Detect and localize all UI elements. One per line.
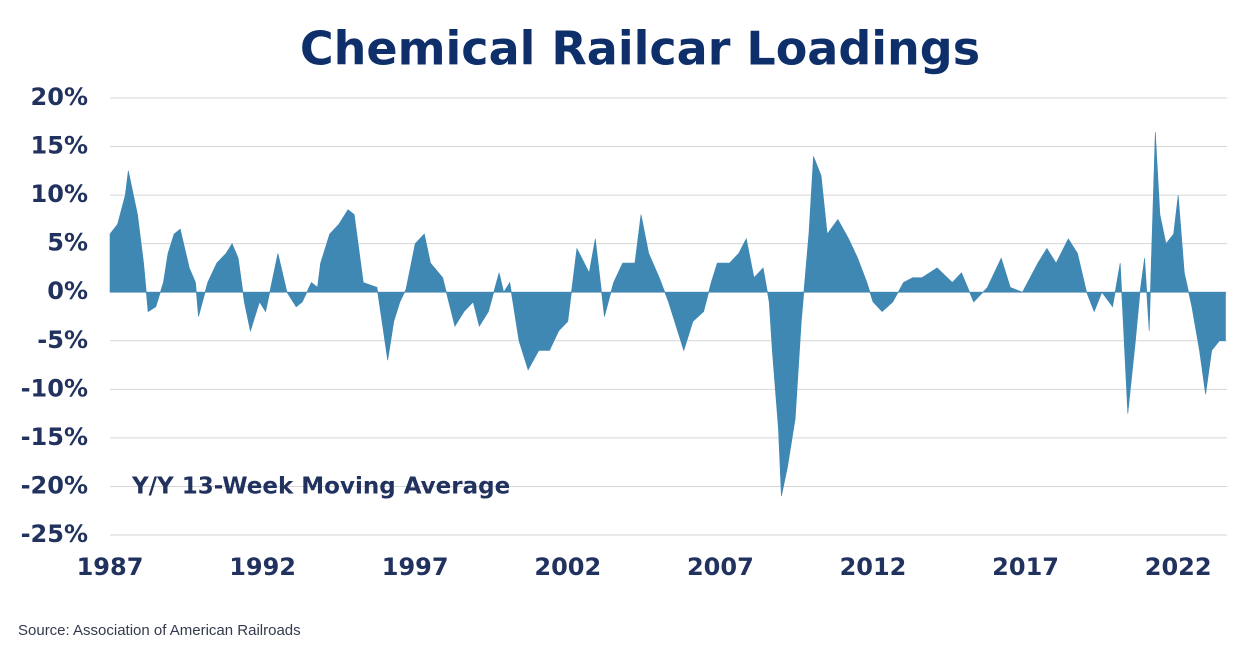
area [109,131,1226,497]
y-tick-label: 0% [47,277,88,305]
x-tick-label: 2012 [840,553,907,581]
y-tick-label: -10% [21,374,88,402]
y-tick-label: 5% [47,229,88,257]
y-tick-label: 10% [31,180,88,208]
y-tick-label: -5% [37,326,88,354]
x-tick-label: 1987 [77,553,144,581]
x-tick-label: 2007 [687,553,754,581]
y-tick-label: -15% [21,423,88,451]
source: Source: Association of American Railroad… [18,622,301,639]
annotation: Y/Y 13-Week Moving Average [131,474,510,500]
x-tick-label: 2022 [1145,553,1212,581]
y-tick-label: 20% [31,83,88,111]
x-tick-label: 1992 [229,553,296,581]
chart-title: Chemical Railcar Loadings [300,22,980,76]
x-tick-label: 2002 [534,553,601,581]
x-tick-label: 1997 [382,553,449,581]
x-tick-label: 2017 [992,553,1059,581]
y-tick-label: -20% [21,471,88,499]
y-tick-label: 15% [31,132,88,160]
y-tick-label: -25% [21,520,88,548]
